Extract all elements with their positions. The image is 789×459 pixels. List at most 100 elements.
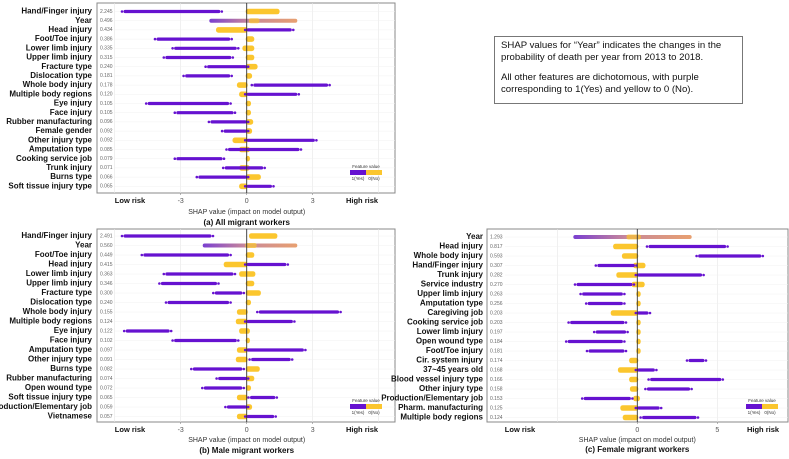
no-value-points [245,375,255,382]
mean-shap-value: 0.174 [490,358,503,364]
feature-label: Year [75,241,92,250]
year-shap-cluster [248,18,260,24]
feature-label: Trunk injury [437,270,483,279]
yes-value-points [214,291,243,295]
yes-value-points [576,282,633,287]
x-axis-label: SHAP value (impact on model output) [579,437,696,444]
feature-label: Rubber manufacturing [6,374,92,383]
mean-shap-value: 0.092 [100,138,113,144]
yes-outlier-point [229,102,232,105]
yes-outlier-point [224,405,227,409]
yes-outlier-point [162,56,166,59]
yes-value-points [207,65,247,69]
yes-value-points [246,28,292,32]
yes-outlier-point [231,56,235,59]
legend-yes-label: 1(Yes) [352,410,365,415]
yes-outlier-point [120,234,124,238]
yes-outlier-point [274,415,278,418]
yes-outlier-point [190,367,193,371]
yes-outlier-point [272,185,275,188]
panel-caption: (b) Male migrant workers [199,446,294,455]
mean-shap-value: 0.496 [100,18,113,24]
yes-value-points [228,147,300,152]
no-value-points [235,318,248,325]
no-value-points [622,414,639,421]
feature-label: Amputation type [29,345,93,354]
yes-value-points [583,396,631,401]
mean-shap-value: 0.057 [100,414,113,420]
mean-shap-value: 0.153 [490,396,503,402]
legend-no-swatch [366,170,382,175]
mean-shap-value: 0.181 [100,73,113,79]
yes-outlier-point [290,358,294,361]
yes-outlier-point [243,348,247,352]
mean-shap-value: 0.097 [100,347,113,353]
feature-label: Other injury type [28,355,93,364]
no-value-points [239,271,256,277]
yes-outlier-point [685,359,689,362]
panel-caption: (a) All migrant workers [204,218,291,227]
feature-label: Year [75,16,92,25]
yes-value-points [176,111,234,115]
yes-value-points [218,376,247,381]
yes-value-points [250,395,276,400]
yes-outlier-point [204,65,207,68]
high-risk-label: High risk [747,425,780,434]
mean-shap-value: 0.105 [100,110,113,116]
no-value-points [616,272,639,278]
yes-value-points [156,37,231,41]
yes-value-points [567,339,623,344]
mean-shap-value: 0.335 [100,46,113,52]
mean-shap-value: 0.125 [490,405,503,411]
feature-label: Multiple body regions [400,413,483,422]
no-value-points [236,82,248,88]
mean-shap-value: 0.593 [490,253,503,259]
no-value-points [245,73,253,79]
high-risk-label: High risk [346,196,379,205]
yes-outlier-point [626,330,629,334]
no-value-points [236,413,248,420]
feature-label: Lower limb injury [26,269,93,278]
yes-value-points [597,263,635,268]
yes-value-points [198,175,247,179]
feature-label: Blood vessel injury type [391,375,484,384]
feature-label: Whole body injury [23,307,93,316]
yes-value-points [160,281,217,286]
yes-value-points [143,253,230,257]
note-dichotomous: All other features are dichotomous, with… [501,72,699,95]
mean-shap-value: 0.168 [490,367,503,373]
yes-outlier-point [639,416,642,419]
yes-value-points [246,92,298,96]
x-tick-label: 0 [635,427,639,434]
yes-outlier-point [623,302,626,305]
mean-shap-value: 0.817 [490,244,503,250]
mean-shap-value: 0.307 [490,263,503,269]
yes-outlier-point [297,93,301,96]
yes-outlier-point [207,120,211,124]
panel-female-workers: Year 1.293 Head injury 0.817 Whole body inju… [381,228,789,454]
mean-shap-value: 0.449 [100,252,113,258]
yes-outlier-point [243,93,247,96]
yes-outlier-point [212,291,215,295]
legend-yes-swatch [350,404,366,409]
mean-shap-value: 0.155 [100,309,113,315]
mean-shap-value: 0.256 [490,301,503,307]
feature-label: Burns type [50,172,92,181]
yes-outlier-point [286,263,290,266]
yes-value-points [637,368,655,372]
no-value-points [620,405,639,411]
low-risk-label: Low risk [115,425,146,434]
yes-outlier-point [211,234,215,238]
no-value-points [245,54,255,61]
no-value-points [633,262,646,269]
yes-outlier-point [726,245,729,248]
yes-outlier-point [624,321,628,324]
yes-outlier-point [217,282,220,285]
feature-label: Pharm. manufacturing [398,403,483,412]
feature-label: Year [466,232,483,241]
legend: Feature value 1(Yes) 0(No) [350,164,382,181]
yes-outlier-point [237,339,240,342]
feature-label: Other injury type [419,384,484,393]
feature-label: Face injury [50,336,93,345]
